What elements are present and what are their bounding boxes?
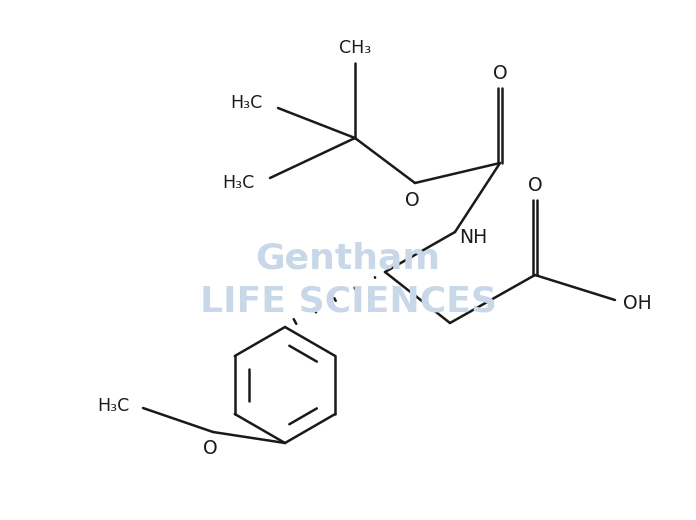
- Text: Gentham
LIFE SCIENCES: Gentham LIFE SCIENCES: [200, 242, 496, 318]
- Text: H₃C: H₃C: [230, 94, 262, 112]
- Text: OH: OH: [623, 293, 651, 313]
- Text: NH: NH: [459, 228, 487, 246]
- Text: O: O: [493, 63, 507, 83]
- Text: O: O: [528, 176, 542, 194]
- Text: H₃C: H₃C: [97, 397, 129, 415]
- Text: O: O: [203, 438, 217, 458]
- Text: O: O: [404, 190, 419, 210]
- Text: CH₃: CH₃: [339, 39, 371, 57]
- Text: H₃C: H₃C: [222, 174, 254, 192]
